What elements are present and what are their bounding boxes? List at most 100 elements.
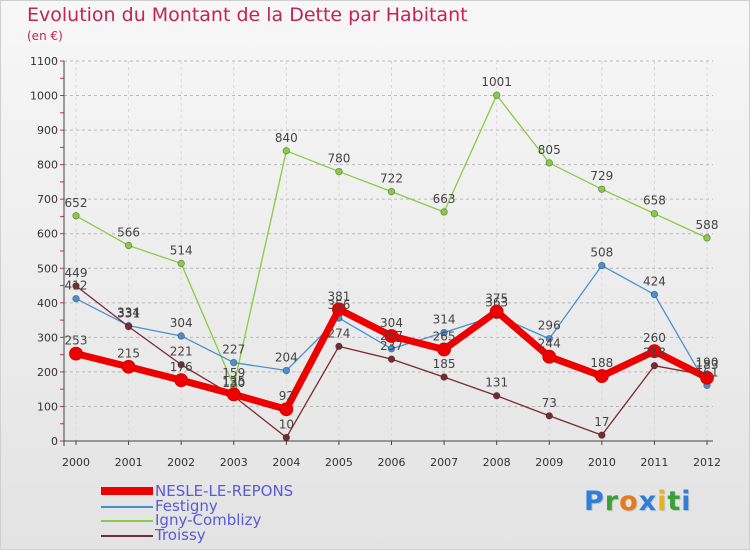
data-label-nesle-le-repons-2007: 265 [433,329,456,343]
x-tick-label-2009: 2009 [535,456,563,469]
data-label-troissy-2001: 331 [117,307,140,321]
legend-swatch-igny [101,520,153,522]
y-tick-label-400: 400 [37,297,58,310]
y-tick-label-500: 500 [37,262,58,275]
data-label-igny-comblizy-2006: 722 [380,172,403,186]
data-label-festigny-2000: 412 [65,279,88,293]
x-tick-label-2000: 2000 [62,456,90,469]
data-label-igny-comblizy-2009: 805 [538,143,561,157]
x-tick-label-2010: 2010 [588,456,616,469]
data-label-troissy-2002: 221 [170,345,193,359]
data-point-troissy-2004 [282,433,291,442]
data-label-igny-comblizy-2012: 588 [696,218,719,232]
x-tick-label-2012: 2012 [693,456,721,469]
data-point-troissy-2006 [387,355,396,363]
data-label-igny-comblizy-2003: 159 [222,366,245,380]
data-point-nesle-le-repons-2001 [121,359,136,374]
data-point-troissy-2007 [440,373,448,381]
data-label-festigny-2003: 227 [222,343,245,357]
legend-label-igny: Igny-Comblizy [155,511,262,529]
data-label-igny-comblizy-2000: 652 [65,196,88,210]
legend-swatch-festigny [101,505,153,508]
data-label-nesle-le-repons-2003: 135 [222,374,245,388]
data-label-festigny-2007: 314 [433,313,456,327]
data-point-festigny-2002 [177,332,185,340]
data-point-troissy-2010 [598,431,606,439]
data-label-festigny-2004: 204 [275,351,298,365]
data-label-festigny-2006: 267 [380,329,403,343]
data-point-nesle-le-repons-2012 [700,370,714,385]
data-point-igny-comblizy-2010 [598,185,606,193]
data-point-nesle-le-repons-2010 [594,369,609,383]
data-label-troissy-2008: 131 [485,376,508,390]
data-point-nesle-le-repons-2003 [226,387,241,402]
data-point-troissy-2000 [72,282,80,290]
data-label-igny-comblizy-2002: 514 [170,243,193,257]
data-label-nesle-le-repons-2001: 215 [117,347,140,361]
data-point-troissy-2009 [545,412,553,420]
data-label-troissy-2005: 274 [327,326,350,340]
data-point-festigny-2004 [282,366,291,375]
legend-swatch-nesle [101,487,153,495]
data-label-festigny-2001: 334 [117,306,140,320]
data-label-nesle-le-repons-2012: 183 [696,358,719,372]
y-tick-label-800: 800 [37,159,58,172]
data-label-troissy-2012: 190 [696,355,719,369]
y-tick-label-100: 100 [37,400,58,413]
y-tick-label-600: 600 [37,228,58,241]
data-point-festigny-2007 [440,328,448,337]
data-label-troissy-2011: 218 [643,346,666,360]
data-label-nesle-le-repons-2010: 188 [590,356,613,370]
x-tick-label-2001: 2001 [115,456,143,469]
data-label-festigny-2008: 363 [485,296,508,310]
data-label-nesle-le-repons-2008: 375 [485,291,508,305]
data-label-festigny-2012: 161 [696,365,719,379]
data-point-troissy-2002 [177,360,185,369]
data-point-troissy-2008 [492,392,501,400]
data-point-nesle-le-repons-2008 [489,304,504,319]
data-point-nesle-le-repons-2011 [647,344,662,359]
data-label-igny-comblizy-2011: 658 [643,194,666,208]
x-tick-label-2005: 2005 [325,456,353,469]
data-point-igny-comblizy-2008 [492,91,501,99]
y-tick-label-300: 300 [37,331,58,344]
data-point-nesle-le-repons-2000 [69,346,83,361]
data-label-troissy-2003: 130 [222,376,245,390]
data-label-festigny-2010: 508 [590,246,613,260]
data-label-troissy-2007: 185 [433,357,456,371]
data-point-igny-comblizy-2007 [440,208,448,216]
y-tick-label-700: 700 [37,193,58,206]
chart-unit: (en €) [27,29,63,43]
x-tick-label-2007: 2007 [430,456,458,469]
data-label-igny-comblizy-2007: 663 [433,192,456,206]
x-tick-label-2006: 2006 [378,456,406,469]
data-label-nesle-le-repons-2005: 381 [327,289,350,303]
data-label-nesle-le-repons-2002: 176 [170,360,193,374]
y-tick-label-1000: 1000 [30,90,58,103]
data-label-troissy-2000: 449 [65,266,88,280]
data-point-igny-comblizy-2005 [335,167,343,176]
data-point-igny-comblizy-2012 [703,234,711,242]
data-label-nesle-le-repons-2004: 92 [279,389,294,403]
data-label-igny-comblizy-2005: 780 [327,152,350,166]
data-point-nesle-le-repons-2002 [174,373,189,388]
data-label-igny-comblizy-2008: 1001 [481,75,512,89]
x-tick-label-2011: 2011 [640,456,668,469]
x-tick-label-2002: 2002 [167,456,195,469]
data-point-troissy-2001 [124,322,133,331]
y-tick-label-1100: 1100 [30,55,58,68]
data-label-festigny-2002: 304 [170,316,193,330]
data-label-nesle-le-repons-2011: 260 [643,331,666,345]
data-point-nesle-le-repons-2005 [332,302,346,317]
chart-title: Evolution du Montant de la Dette par Hab… [27,4,468,26]
data-point-nesle-le-repons-2004 [279,402,294,417]
data-label-troissy-2006: 237 [380,339,403,353]
data-point-igny-comblizy-2006 [387,187,396,196]
data-point-igny-comblizy-2001 [124,241,133,250]
legend-label-troissy: Troissy [155,525,206,544]
data-label-igny-comblizy-2001: 566 [117,225,140,239]
data-point-festigny-2003 [230,358,238,367]
data-label-igny-comblizy-2010: 729 [590,169,613,183]
legend-label-nesle: NESLE-LE-REPONS [155,482,294,500]
